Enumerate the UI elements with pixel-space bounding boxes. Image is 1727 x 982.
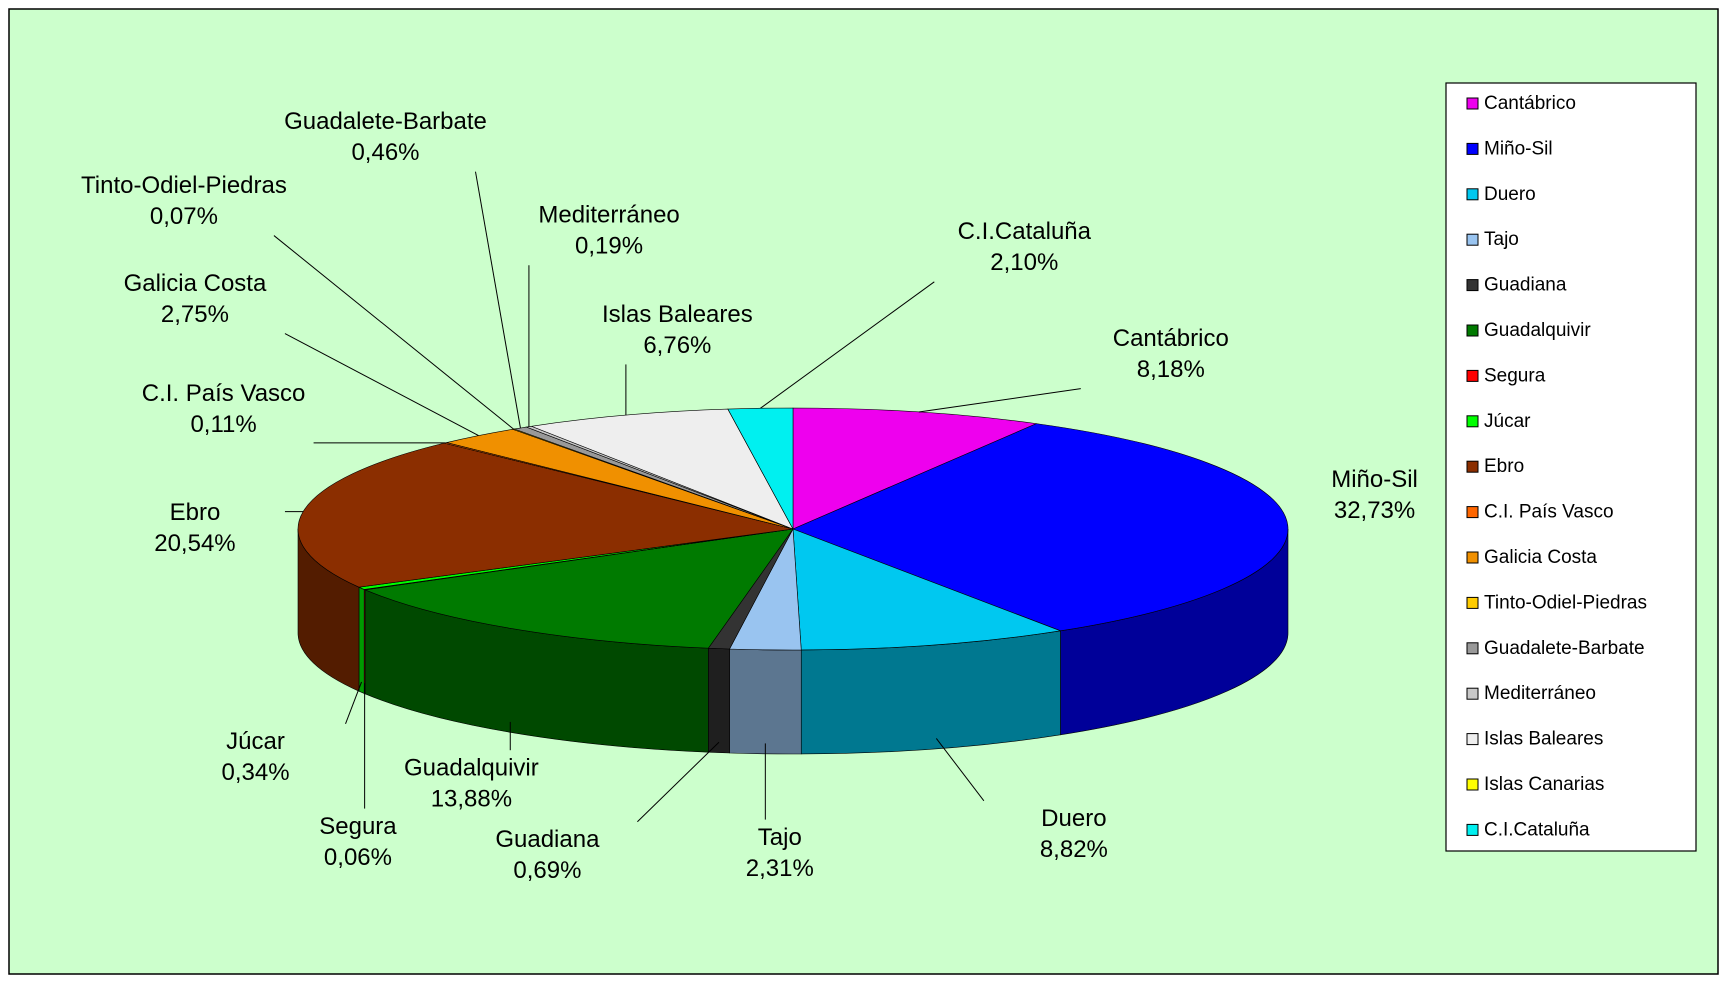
legend-label: Ebro — [1484, 456, 1524, 477]
legend-label: Segura — [1484, 365, 1546, 386]
legend-swatch — [1466, 324, 1479, 337]
legend-swatch — [1466, 188, 1479, 201]
data-label-name: C.I. País Vasco — [142, 380, 306, 407]
legend-label: Duero — [1484, 184, 1536, 205]
data-label-name: Islas Baleares — [602, 301, 753, 328]
legend-label: Tinto-Odiel-Piedras — [1484, 592, 1647, 613]
data-label-name: Galicia Costa — [124, 270, 267, 297]
data-label-name: Júcar — [226, 728, 285, 755]
legend-label: Cantábrico — [1484, 93, 1576, 114]
data-label-name: C.I.Cataluña — [958, 218, 1092, 245]
data-label: 0,11% — [190, 411, 256, 438]
data-label-name: Duero — [1041, 805, 1106, 832]
data-label-name: Ebro — [170, 499, 221, 526]
data-label-name: Guadalete-Barbate — [284, 108, 487, 135]
legend-swatch — [1466, 596, 1479, 609]
data-label-name: Mediterráneo — [538, 202, 679, 229]
data-label: 0,69% — [513, 857, 581, 884]
legend-swatch — [1466, 733, 1479, 746]
pie-slice — [792, 528, 1062, 651]
legend-swatch — [1466, 415, 1479, 428]
data-label: 8,82% — [1040, 836, 1108, 863]
legend-label: C.I.Cataluña — [1484, 819, 1590, 840]
legend-swatch — [1466, 551, 1479, 564]
legend-label: Islas Canarias — [1484, 774, 1604, 795]
data-label: 0,46% — [351, 139, 419, 166]
legend-swatch — [1466, 279, 1479, 292]
legend-label: Guadalquivir — [1484, 320, 1591, 341]
pie-slice — [363, 528, 794, 649]
legend-swatch — [1466, 778, 1479, 791]
pie-side — [358, 586, 365, 694]
data-label-name: Tajo — [758, 824, 802, 851]
legend-label: Júcar — [1484, 411, 1531, 432]
leader-line — [474, 171, 521, 429]
legend-label: Tajo — [1484, 229, 1519, 250]
data-label: 2,31% — [746, 855, 814, 882]
data-label-name: Segura — [319, 813, 397, 840]
data-label: 6,76% — [643, 332, 711, 359]
data-label-name: Miño-Sil — [1331, 466, 1418, 493]
data-label: 0,07% — [150, 203, 218, 230]
data-label-name: Guadalquivir — [404, 755, 539, 782]
data-label: 2,75% — [161, 301, 229, 328]
leader-line — [284, 333, 479, 436]
legend-swatch — [1466, 642, 1479, 655]
pie-side — [708, 647, 730, 754]
pie-slice — [792, 423, 1289, 632]
leader-line — [273, 235, 514, 430]
legend-label: C.I. País Vasco — [1484, 502, 1614, 523]
data-label: 0,34% — [221, 759, 289, 786]
data-label: 8,18% — [1137, 356, 1205, 383]
legend-swatch — [1466, 506, 1479, 519]
data-label: 13,88% — [431, 786, 512, 813]
legend-swatch — [1466, 687, 1479, 700]
pie-slice — [530, 408, 794, 530]
leader-line — [345, 681, 363, 724]
leader-line — [760, 281, 935, 409]
pie-slice — [297, 442, 794, 588]
data-label: 32,73% — [1334, 497, 1415, 524]
legend-swatch — [1466, 823, 1479, 836]
legend-label: Guadalete-Barbate — [1484, 638, 1645, 659]
legend-label: Islas Baleares — [1484, 729, 1603, 750]
data-label-name: Guadiana — [495, 826, 600, 853]
data-label: 20,54% — [154, 530, 235, 557]
legend-swatch — [1466, 142, 1479, 155]
data-label: 0,06% — [324, 844, 392, 871]
legend-label: Mediterráneo — [1484, 683, 1596, 704]
data-label: 0,19% — [575, 233, 643, 260]
legend-label: Miño-Sil — [1484, 138, 1553, 159]
leader-line — [935, 738, 985, 802]
legend-box — [1445, 82, 1697, 852]
data-label: 2,10% — [990, 249, 1058, 276]
pie-side — [729, 648, 802, 755]
legend-swatch — [1466, 369, 1479, 382]
leader-line — [918, 388, 1081, 413]
legend-label: Galicia Costa — [1484, 547, 1597, 568]
legend-swatch — [1466, 233, 1479, 246]
pie-slice — [792, 407, 1038, 530]
leader-line — [637, 741, 720, 823]
pie-slice — [727, 407, 794, 530]
data-label-name: Tinto-Odiel-Piedras — [81, 172, 287, 199]
legend-swatch — [1466, 460, 1479, 473]
legend-label: Guadiana — [1484, 275, 1567, 296]
data-label-name: Cantábrico — [1113, 325, 1229, 352]
legend-swatch — [1466, 97, 1479, 110]
